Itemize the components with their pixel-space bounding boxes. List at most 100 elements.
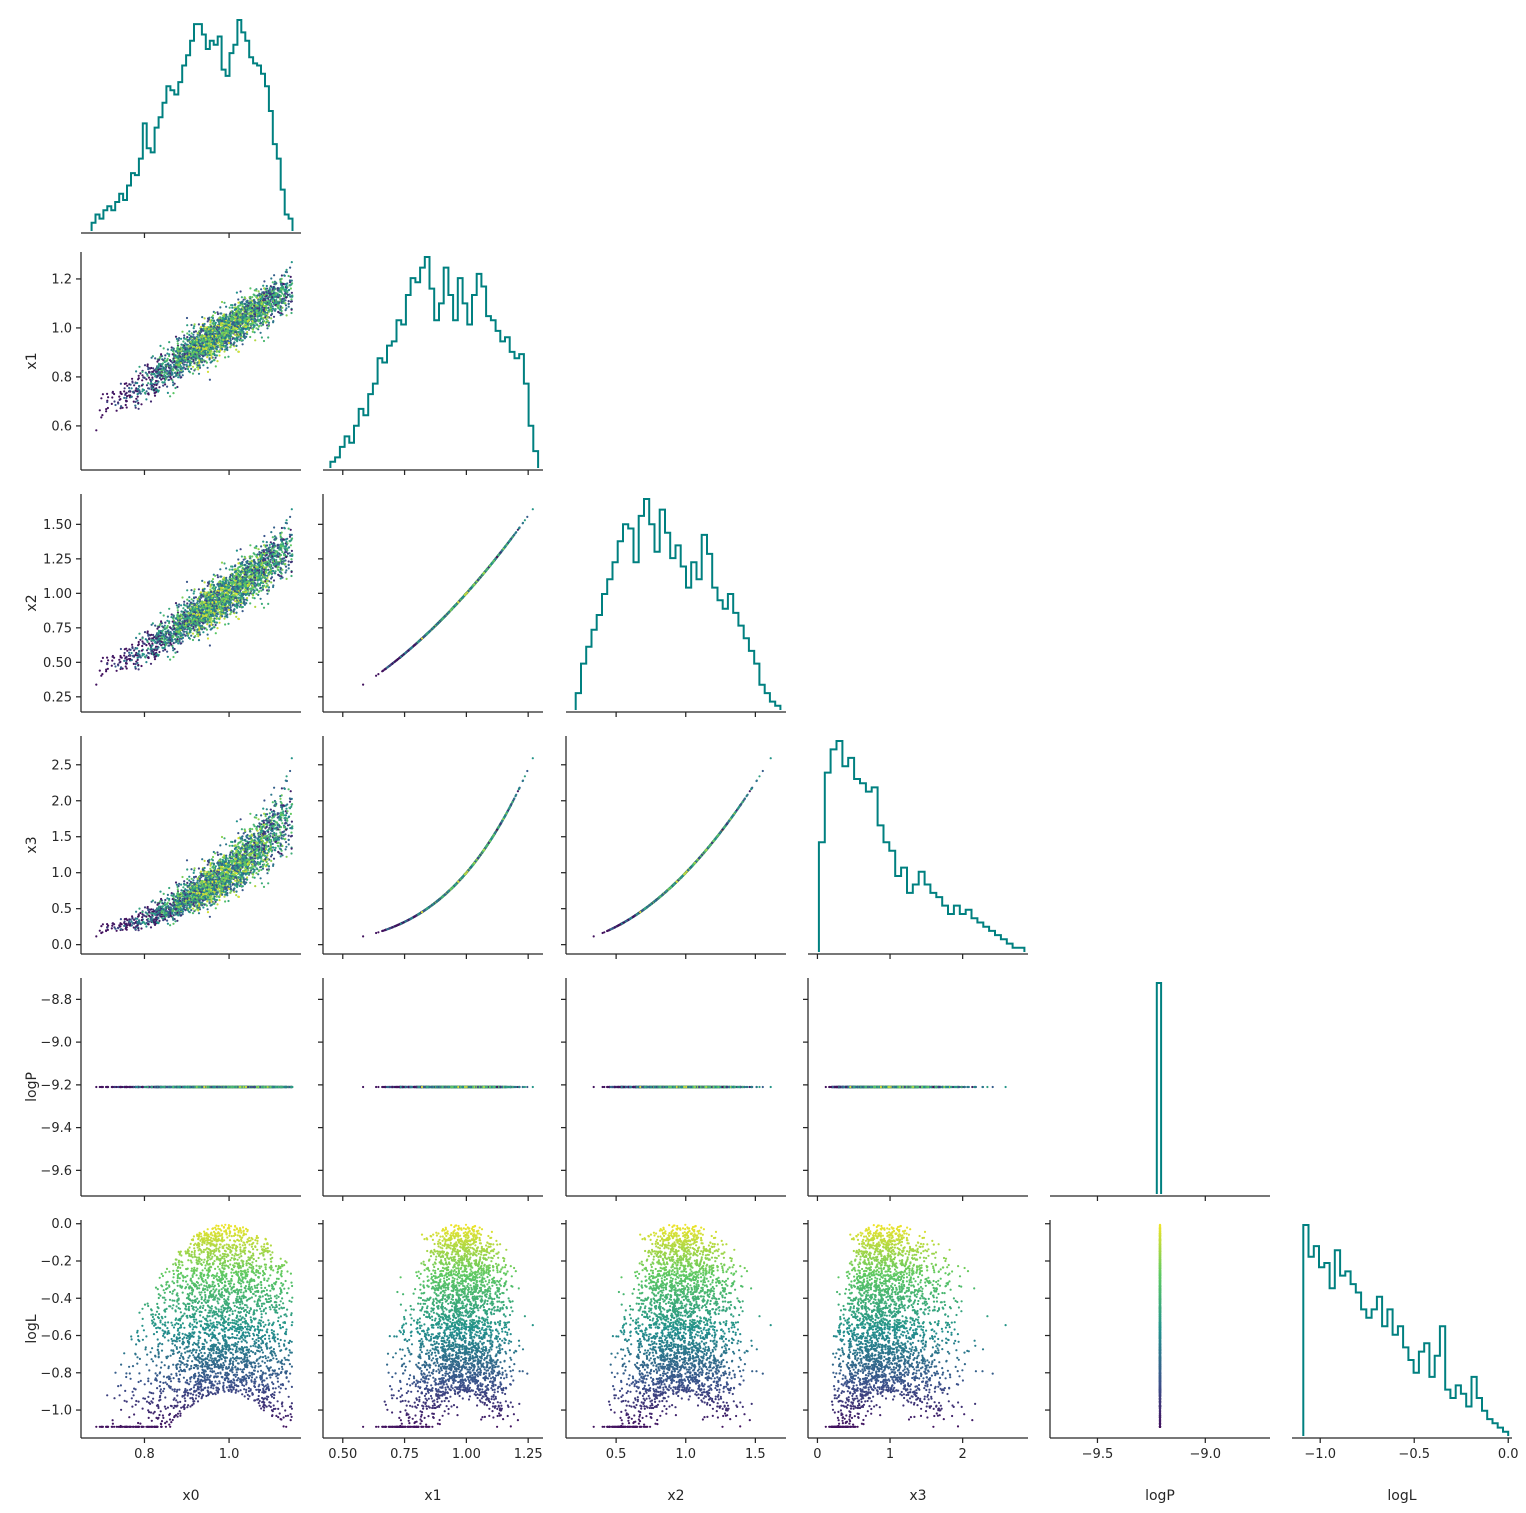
scatter-point (255, 296, 257, 298)
scatter-point (183, 334, 185, 336)
scatter-point (126, 406, 128, 408)
scatter-point (150, 400, 152, 402)
scatter-point (215, 365, 217, 367)
scatter-point (249, 287, 251, 289)
scatter-point (128, 387, 130, 389)
scatter-point (215, 357, 217, 359)
scatter-point (147, 382, 149, 384)
scatter-point (161, 369, 163, 371)
scatter-point (171, 362, 173, 364)
scatter-point (233, 341, 235, 343)
scatter-point (181, 358, 183, 360)
scatter-point (224, 356, 226, 358)
scatter-point (286, 269, 288, 271)
scatter-point (172, 384, 174, 386)
scatter-point (249, 296, 251, 298)
scatter-point (193, 327, 195, 329)
scatter-point (175, 336, 177, 338)
scatter-point (246, 331, 248, 333)
scatter-point (135, 401, 137, 403)
scatter-point (181, 331, 183, 333)
scatter-point (252, 331, 254, 333)
scatter-point (241, 303, 243, 305)
scatter-point (143, 389, 145, 391)
scatter-point (138, 386, 140, 388)
scatter-point (168, 372, 170, 374)
scatter-point (154, 357, 156, 359)
scatter-point (193, 338, 195, 340)
scatter-point (138, 366, 140, 368)
scatter-point (138, 375, 140, 377)
scatter-point (126, 395, 128, 397)
scatter-point (281, 300, 283, 302)
scatter-point (227, 356, 229, 358)
scatter-point (272, 281, 274, 283)
scatter-point (251, 296, 253, 298)
scatter-point (241, 301, 243, 303)
scatter-point (279, 298, 281, 300)
scatter-point (201, 316, 203, 318)
scatter-point (140, 403, 142, 405)
scatter-point (133, 384, 135, 386)
scatter-point (191, 332, 193, 334)
scatter-point (186, 336, 188, 338)
scatter-point (254, 339, 256, 341)
scatter-point (209, 354, 211, 356)
scatter-point (289, 294, 291, 296)
scatter-point (202, 324, 204, 326)
scatter-point (207, 317, 209, 319)
scatter-point (137, 388, 139, 390)
scatter-point (223, 302, 225, 304)
scatter-point (167, 362, 169, 364)
scatter-point (207, 367, 209, 369)
scatter-point (238, 308, 240, 310)
scatter-point (168, 353, 170, 355)
scatter-point (219, 306, 221, 308)
scatter-point (195, 357, 197, 359)
scatter-point (135, 370, 137, 372)
scatter-point (272, 321, 274, 323)
scatter-point (237, 298, 239, 300)
scatter-point (180, 368, 182, 370)
scatter-point (151, 357, 153, 359)
corner-panels: 0.60.81.01.20.250.500.751.001.251.500.00… (24, 20, 1519, 1504)
scatter-point (267, 298, 269, 300)
scatter-point (119, 398, 121, 400)
scatter-point (229, 346, 231, 348)
scatter-point (101, 414, 103, 416)
scatter-point (111, 403, 113, 405)
scatter-point (155, 384, 157, 386)
scatter-point (291, 309, 293, 311)
scatter-point (254, 289, 256, 291)
scatter-point (257, 328, 259, 330)
scatter-point (144, 392, 146, 394)
scatter-point (273, 316, 275, 318)
scatter-x1-vs-x0 (95, 261, 293, 431)
scatter-point (139, 391, 141, 393)
scatter-point (236, 292, 238, 294)
scatter-point (204, 330, 206, 332)
scatter-point (206, 356, 208, 358)
scatter-point (139, 372, 141, 374)
scatter-point (270, 317, 272, 319)
scatter-point (171, 369, 173, 371)
scatter-point (266, 327, 268, 329)
scatter-point (192, 366, 194, 368)
scatter-point (190, 324, 192, 326)
scatter-point (224, 348, 226, 350)
scatter-point (168, 375, 170, 377)
scatter-point (225, 306, 227, 308)
scatter-point (192, 334, 194, 336)
scatter-point (226, 349, 228, 351)
scatter-point (135, 398, 137, 400)
scatter-point (172, 392, 174, 394)
scatter-point (171, 346, 173, 348)
scatter-point (285, 304, 287, 306)
scatter-point (99, 409, 101, 411)
scatter-point (137, 402, 139, 404)
scatter-point (227, 340, 229, 342)
scatter-point (179, 350, 181, 352)
scatter-point (160, 353, 162, 355)
scatter-point (273, 274, 275, 276)
